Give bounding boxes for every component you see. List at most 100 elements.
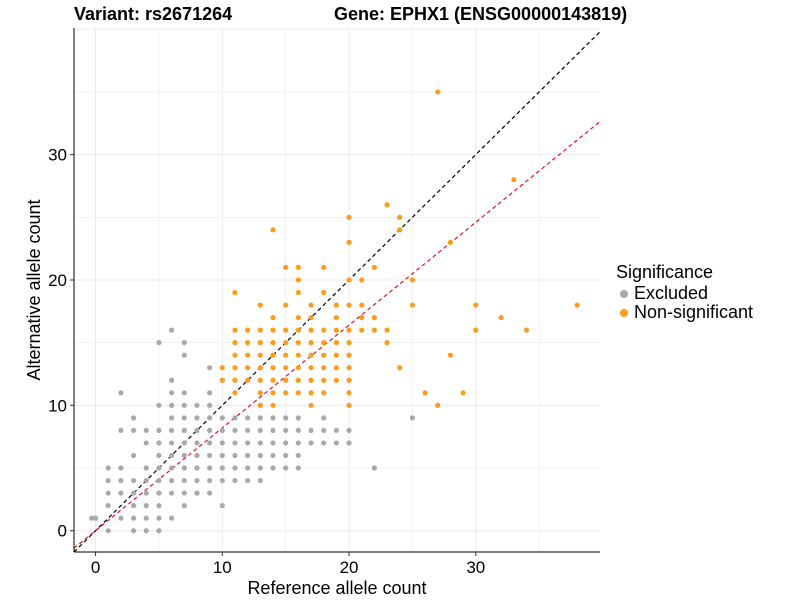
legend-item-excluded: Excluded	[616, 283, 753, 303]
data-point-excluded	[283, 452, 289, 459]
data-point-non-significant	[384, 202, 390, 208]
data-point-excluded	[194, 440, 200, 446]
data-point-non-significant	[333, 352, 339, 358]
data-point-excluded	[219, 440, 225, 446]
data-point-non-significant	[295, 390, 301, 396]
data-point-non-significant	[346, 365, 352, 371]
y-tick-label: 30	[48, 146, 67, 165]
data-point-non-significant	[371, 314, 377, 321]
data-point-non-significant	[397, 214, 403, 220]
data-point-excluded	[232, 415, 238, 421]
data-point-non-significant	[295, 365, 301, 371]
data-point-non-significant	[333, 340, 339, 346]
data-point-non-significant	[333, 314, 339, 321]
data-point-non-significant	[346, 302, 352, 308]
data-point-non-significant	[397, 227, 403, 233]
data-point-non-significant	[308, 314, 314, 321]
fit-reference-line	[74, 121, 600, 549]
x-tick-label: 20	[340, 558, 359, 577]
data-point-excluded	[245, 465, 251, 471]
data-point-non-significant	[245, 365, 251, 371]
data-point-excluded	[308, 440, 314, 446]
data-point-non-significant	[409, 277, 416, 283]
data-point-excluded	[143, 465, 149, 471]
data-point-non-significant	[283, 390, 289, 396]
data-point-non-significant	[270, 377, 276, 383]
data-point-excluded	[194, 465, 200, 471]
data-point-non-significant	[346, 402, 352, 408]
data-point-excluded	[207, 415, 213, 421]
data-point-excluded	[181, 402, 187, 408]
data-point-excluded	[283, 427, 289, 434]
data-point-non-significant	[473, 327, 479, 333]
data-point-excluded	[181, 415, 187, 421]
data-point-non-significant	[359, 314, 365, 321]
data-point-excluded	[207, 440, 213, 446]
data-point-excluded	[181, 340, 187, 346]
data-point-excluded	[194, 415, 200, 421]
data-point-excluded	[92, 515, 99, 521]
data-point-excluded	[118, 465, 124, 471]
data-point-non-significant	[308, 327, 314, 333]
reference-lines	[74, 31, 600, 552]
data-point-excluded	[333, 440, 339, 446]
data-point-excluded	[181, 490, 187, 496]
data-point-excluded	[118, 427, 124, 434]
data-point-non-significant	[574, 302, 580, 308]
data-point-excluded	[194, 427, 200, 434]
data-point-excluded	[156, 490, 162, 496]
data-point-excluded	[156, 452, 162, 459]
data-point-excluded	[181, 452, 187, 459]
data-point-excluded	[168, 465, 175, 471]
data-point-non-significant	[333, 377, 339, 383]
data-point-non-significant	[283, 302, 289, 308]
data-point-excluded	[143, 528, 149, 534]
data-point-non-significant	[346, 340, 352, 346]
data-point-non-significant	[270, 227, 276, 233]
data-point-non-significant	[308, 377, 314, 383]
data-point-excluded	[156, 528, 162, 534]
data-point-non-significant	[257, 365, 263, 371]
data-point-excluded	[156, 465, 162, 471]
data-point-non-significant	[232, 327, 238, 333]
data-point-excluded	[105, 503, 111, 509]
data-point-excluded	[156, 340, 162, 346]
x-tick-label: 0	[91, 558, 100, 577]
data-point-excluded	[105, 477, 111, 484]
data-point-non-significant	[295, 352, 301, 358]
data-point-excluded	[245, 427, 251, 434]
data-point-non-significant	[270, 390, 276, 396]
data-point-excluded	[295, 465, 301, 471]
data-point-non-significant	[283, 365, 289, 371]
gene-title: Gene: EPHX1 (ENSG00000143819)	[334, 4, 628, 24]
data-point-non-significant	[245, 340, 251, 346]
legend-item-non-significant: Non-significant	[616, 302, 753, 322]
data-point-excluded	[207, 365, 213, 371]
data-point-non-significant	[321, 377, 327, 383]
data-point-non-significant	[257, 302, 263, 308]
data-point-excluded	[295, 427, 301, 434]
data-point-excluded	[130, 503, 137, 509]
data-point-excluded	[105, 490, 111, 496]
data-point-excluded	[130, 415, 137, 421]
data-point-non-significant	[270, 365, 276, 371]
data-point-excluded	[333, 427, 339, 434]
data-point-non-significant	[333, 327, 339, 333]
data-point-non-significant	[409, 302, 416, 308]
data-point-excluded	[105, 465, 111, 471]
data-point-excluded	[283, 415, 289, 421]
data-point-excluded	[257, 452, 263, 459]
data-point-excluded	[181, 503, 187, 509]
data-point-excluded	[168, 427, 175, 434]
data-point-excluded	[346, 440, 352, 446]
data-point-non-significant	[270, 352, 276, 358]
data-point-excluded	[168, 377, 175, 383]
data-point-non-significant	[270, 402, 276, 408]
data-point-excluded	[283, 440, 289, 446]
data-point-excluded	[143, 490, 149, 496]
data-point-non-significant	[245, 377, 251, 383]
data-point-excluded	[168, 452, 175, 459]
data-point-non-significant	[511, 177, 517, 183]
data-point-non-significant	[435, 89, 441, 95]
